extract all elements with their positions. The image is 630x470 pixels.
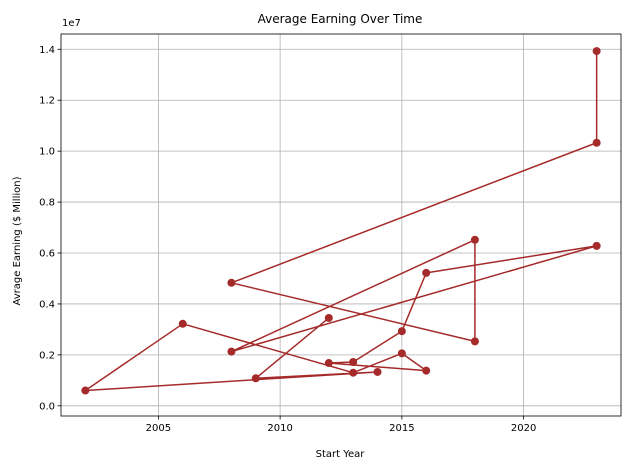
data-point — [422, 268, 431, 277]
x-tick-label: 2010 — [267, 423, 292, 434]
grid — [61, 34, 621, 416]
data-point — [422, 366, 431, 375]
series-line — [84, 51, 598, 392]
data-point — [397, 327, 406, 336]
y-tick-label: 0.0 — [39, 401, 55, 412]
y-axis-label: Avrage Earning ($ Million) — [12, 176, 23, 305]
x-axis-label: Start Year — [316, 449, 366, 460]
data-point — [349, 358, 358, 367]
y-axis-ticks: 0.0 0.2 0.4 0.6 0.8 1.0 1.2 1.4 — [39, 45, 61, 412]
x-tick-label: 2005 — [146, 423, 171, 434]
data-point — [178, 319, 187, 328]
x-axis-ticks: 2005 2010 2015 2020 — [146, 416, 536, 434]
data-point — [592, 241, 601, 250]
data-point — [373, 367, 382, 376]
y-offset-text: 1e7 — [62, 18, 81, 29]
data-point — [349, 368, 358, 377]
data-point — [227, 278, 236, 287]
data-point — [592, 47, 601, 56]
data-point — [324, 359, 333, 368]
data-point — [470, 337, 479, 346]
x-tick-label: 2020 — [511, 423, 536, 434]
y-tick-label: 0.2 — [39, 350, 55, 361]
chart-title: Average Earning Over Time — [258, 12, 423, 26]
data-point — [81, 386, 90, 395]
y-tick-label: 0.4 — [39, 299, 55, 310]
y-tick-label: 1.0 — [39, 147, 55, 158]
y-tick-label: 1.4 — [39, 45, 55, 56]
data-point — [227, 347, 236, 356]
data-point — [470, 235, 479, 244]
y-tick-label: 0.6 — [39, 249, 55, 260]
y-tick-label: 0.8 — [39, 198, 55, 209]
data-point — [397, 349, 406, 358]
plot-frame — [60, 33, 622, 417]
y-tick-label: 1.2 — [39, 96, 55, 107]
series-layer — [81, 47, 601, 395]
x-tick-label: 2015 — [389, 423, 414, 434]
data-point — [324, 313, 333, 322]
data-point — [592, 138, 601, 147]
data-point — [251, 374, 260, 383]
